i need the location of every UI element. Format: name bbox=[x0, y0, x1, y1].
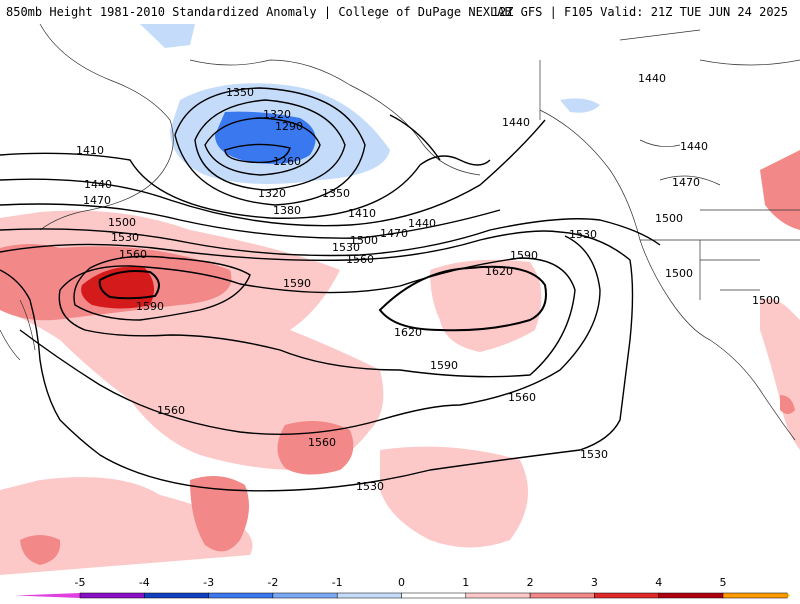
colorbar-segment bbox=[529, 592, 595, 599]
contour-label: 1500 bbox=[655, 212, 683, 225]
contour-label: 1560 bbox=[508, 391, 536, 404]
height-contours bbox=[0, 87, 661, 492]
colorbar-segment bbox=[722, 592, 788, 599]
colorbar-ticks: -5 -4 -3 -2 -1 0 1 2 3 4 5 bbox=[75, 576, 727, 589]
contour-label: 1500 bbox=[752, 294, 780, 307]
colorbar-segment bbox=[79, 592, 145, 599]
colorbar-segment bbox=[144, 592, 209, 599]
colorbar-tick-label: 1 bbox=[462, 576, 469, 589]
contour-label: 1500 bbox=[665, 267, 693, 280]
coastlines bbox=[0, 24, 800, 441]
contour-label: 1320 bbox=[258, 187, 286, 200]
contour-label: 1620 bbox=[394, 326, 422, 339]
contour-label: 1440 bbox=[84, 178, 112, 191]
map-canvas: 1350 1320 1290 1260 1320 1350 1380 1410 … bbox=[0, 24, 800, 575]
contour-label: 1500 bbox=[108, 216, 136, 229]
colorbar-tick-label: 5 bbox=[720, 576, 727, 589]
colorbar-tick-label: -3 bbox=[203, 576, 214, 589]
model-run-title: 12Z GFS | F105 Valid: 21Z TUE JUN 24 202… bbox=[491, 5, 788, 19]
colorbar-segment bbox=[594, 592, 659, 599]
colorbar-tick-label: -1 bbox=[332, 576, 343, 589]
colorbar-canvas: -5 -4 -3 -2 -1 0 1 2 3 4 5 bbox=[15, 576, 790, 599]
contour-label: 1530 bbox=[111, 231, 139, 244]
colorbar-tick-label: -5 bbox=[75, 576, 86, 589]
contour-label: 1470 bbox=[83, 194, 111, 207]
colorbar-arrow-left bbox=[15, 593, 80, 598]
map-title: 850mb Height 1981-2010 Standardized Anom… bbox=[6, 5, 512, 19]
header-bar: 850mb Height 1981-2010 Standardized Anom… bbox=[0, 0, 800, 24]
contour-label: 1290 bbox=[275, 120, 303, 133]
contour-label: 1620 bbox=[485, 265, 513, 278]
anomaly-colorbar: -5 -4 -3 -2 -1 0 1 2 3 4 5 bbox=[0, 575, 800, 600]
contour-label: 1470 bbox=[672, 176, 700, 189]
colorbar-arrow-right bbox=[787, 593, 790, 598]
contour-label: 1410 bbox=[76, 144, 104, 157]
contour-label: 1410 bbox=[348, 207, 376, 220]
contour-label: 1530 bbox=[569, 228, 597, 241]
colorbar-segment bbox=[272, 592, 338, 599]
contour-label: 1440 bbox=[680, 140, 708, 153]
contour-label: 1260 bbox=[273, 155, 301, 168]
contour-label: 1350 bbox=[226, 86, 254, 99]
negative-anomaly-shading bbox=[140, 24, 600, 184]
colorbar-tick-label: 4 bbox=[655, 576, 662, 589]
contour-label: 1590 bbox=[510, 249, 538, 262]
colorbar-segment bbox=[401, 592, 467, 599]
contour-label: 1440 bbox=[408, 217, 436, 230]
contour-label: 1440 bbox=[502, 116, 530, 129]
contour-label: 1470 bbox=[380, 227, 408, 240]
positive-anomaly-shading bbox=[0, 150, 800, 575]
contour-label: 1560 bbox=[119, 248, 147, 261]
contour-label: 1530 bbox=[332, 241, 360, 254]
contour-label: 1380 bbox=[273, 204, 301, 217]
colorbar-tick-label: -2 bbox=[267, 576, 278, 589]
contour-label: 1590 bbox=[430, 359, 458, 372]
contour-label: 1440 bbox=[638, 72, 666, 85]
colorbar-segment bbox=[465, 592, 531, 599]
contour-label: 1560 bbox=[308, 436, 336, 449]
contour-label: 1350 bbox=[322, 187, 350, 200]
contour-label: 1590 bbox=[136, 300, 164, 313]
colorbar-segment bbox=[336, 592, 402, 599]
contour-labels: 1350 1320 1290 1260 1320 1350 1380 1410 … bbox=[76, 72, 780, 493]
contour-label: 1590 bbox=[283, 277, 311, 290]
colorbar-tick-label: 0 bbox=[398, 576, 405, 589]
contour-label: 1560 bbox=[346, 253, 374, 266]
contour-label: 1530 bbox=[356, 480, 384, 493]
contour-label: 1320 bbox=[263, 108, 291, 121]
colorbar-tick-label: 3 bbox=[591, 576, 598, 589]
colorbar-tick-label: 2 bbox=[527, 576, 534, 589]
anomaly-map: 1350 1320 1290 1260 1320 1350 1380 1410 … bbox=[0, 24, 800, 575]
colorbar-tick-label: -4 bbox=[139, 576, 150, 589]
colorbar-segment bbox=[208, 592, 274, 599]
contour-label: 1500 bbox=[350, 234, 378, 247]
contour-label: 1530 bbox=[580, 448, 608, 461]
contour-label: 1560 bbox=[157, 404, 185, 417]
colorbar-segments bbox=[15, 592, 790, 599]
colorbar-segment bbox=[658, 592, 724, 599]
